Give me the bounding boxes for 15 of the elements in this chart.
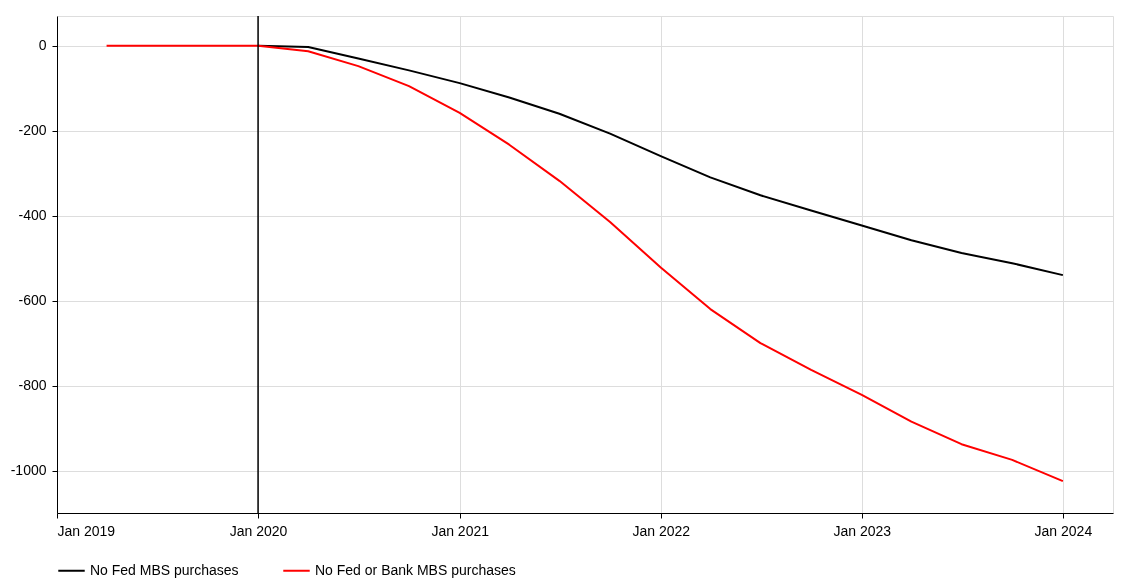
x-tick-label: Jan 2019	[57, 522, 116, 539]
y-tick-label: -200	[18, 122, 47, 139]
y-tick-label: -1000	[10, 462, 47, 479]
line-series	[105, 44, 1064, 483]
x-tick-label: Jan 2024	[1034, 522, 1093, 539]
x-tick-label: Jan 2023	[833, 522, 892, 539]
y-tick-label: 0	[38, 37, 47, 54]
x-tick-label: Jan 2021	[431, 522, 490, 539]
y-tick-label: -800	[18, 377, 47, 394]
y-tick-label: -400	[18, 207, 47, 224]
x-tick-label: Jan 2020	[229, 522, 288, 539]
legend-label: No Fed MBS purchases	[90, 561, 239, 578]
legend-label: No Fed or Bank MBS purchases	[315, 561, 516, 578]
x-tick-label: Jan 2022	[632, 522, 691, 539]
y-tick-label: -600	[18, 292, 47, 309]
